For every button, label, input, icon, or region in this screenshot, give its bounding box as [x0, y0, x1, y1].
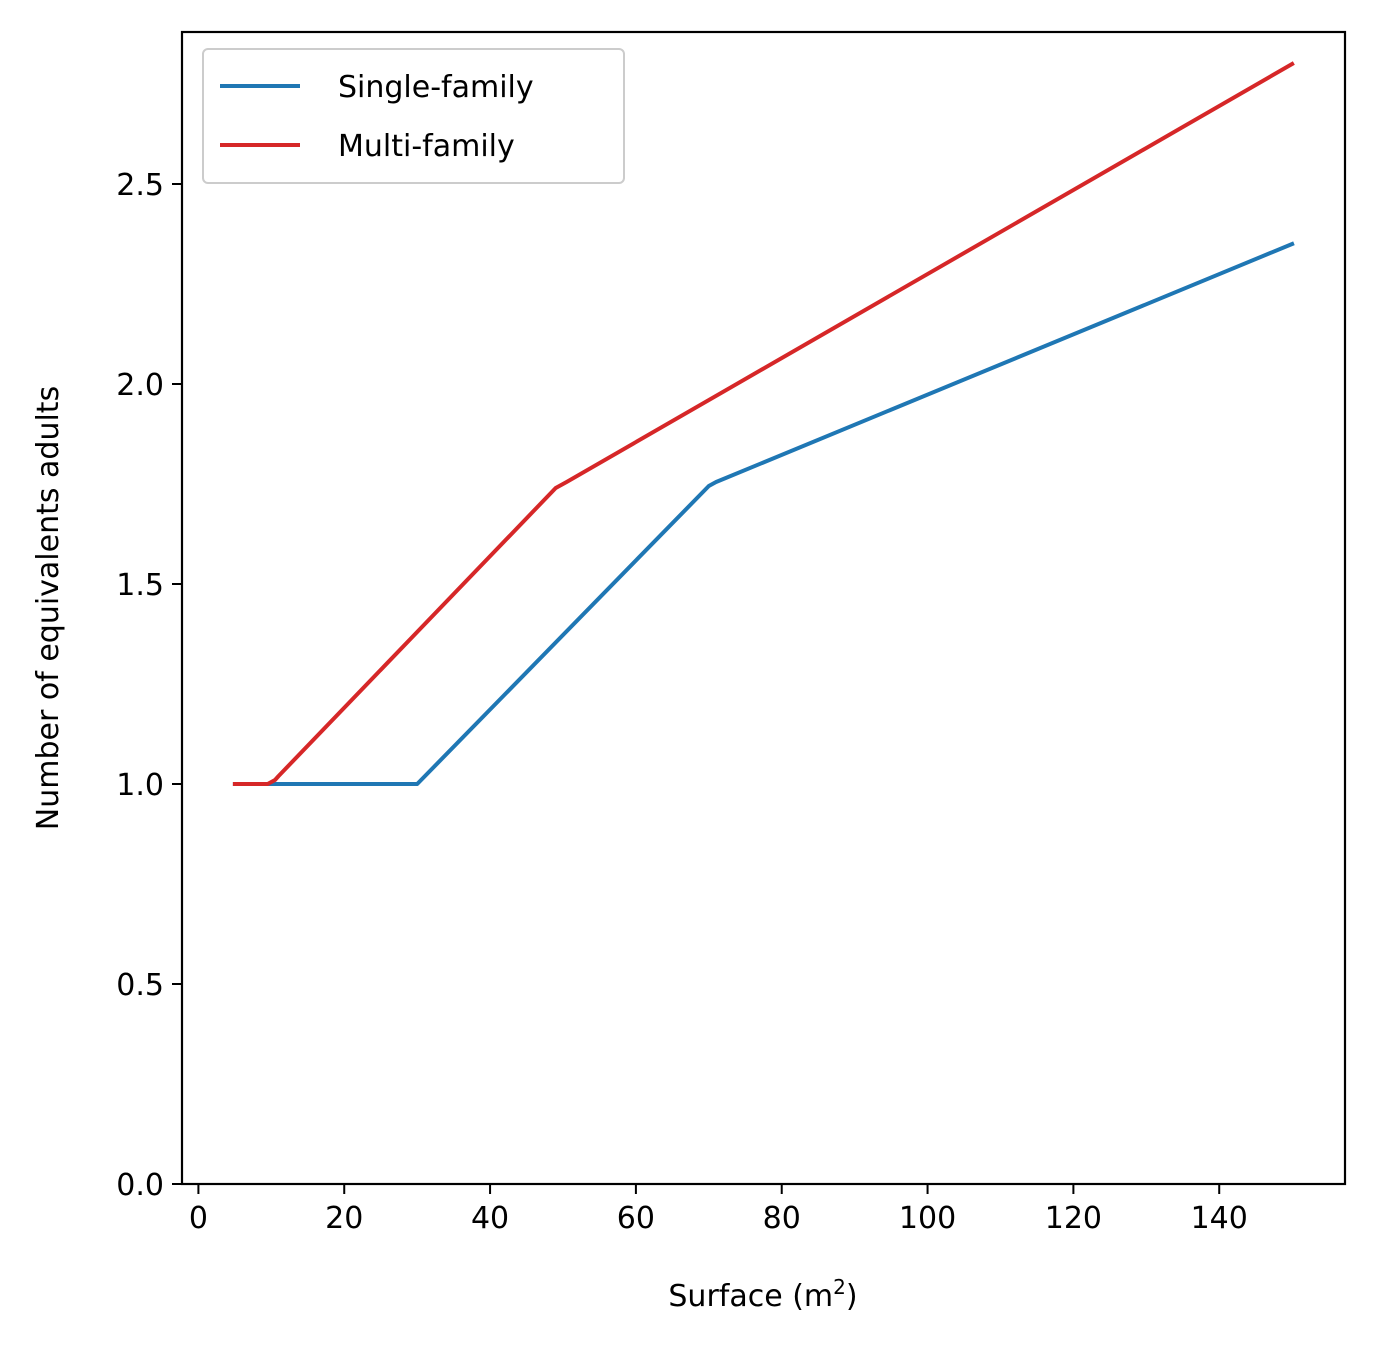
- y-tick-label: 1.5: [116, 568, 164, 603]
- x-tick-label: 120: [1045, 1201, 1102, 1236]
- y-tick-label: 0.0: [116, 1168, 164, 1203]
- legend-frame: [202, 48, 625, 184]
- plot-frame: [180, 30, 1347, 1186]
- x-tick-label: 100: [899, 1201, 956, 1236]
- series-layer: [232, 61, 1295, 786]
- x-axis-label: Surface (m2): [668, 1275, 857, 1314]
- ticks-layer: 0 20 40 60 80 100 120 140 0.0 0.5 1.0 1.5 2.0 2.5: [116, 168, 1248, 1236]
- x-tick-label: 80: [763, 1201, 801, 1236]
- x-tick-label: 40: [471, 1201, 509, 1236]
- legend-label-single-family: Single-family: [338, 70, 534, 105]
- x-tick-label: 20: [325, 1201, 363, 1236]
- x-tick-label: 140: [1191, 1201, 1248, 1236]
- legend-label-multi-family: Multi-family: [338, 129, 515, 164]
- y-tick-label: 0.5: [116, 968, 164, 1003]
- legend: Single-family Multi-family: [202, 48, 625, 184]
- x-axis-label-superscript: 2: [833, 1275, 846, 1299]
- y-axis-label: Number of equivalents adults: [31, 386, 66, 830]
- x-tick-label: 60: [617, 1201, 655, 1236]
- series-line-multi-family: [232, 61, 1295, 786]
- y-tick-label: 2.0: [116, 368, 164, 403]
- series-line-single-family: [232, 241, 1295, 786]
- y-tick-label: 2.5: [116, 168, 164, 203]
- x-tick-label: 0: [189, 1201, 208, 1236]
- y-tick-label: 1.0: [116, 768, 164, 803]
